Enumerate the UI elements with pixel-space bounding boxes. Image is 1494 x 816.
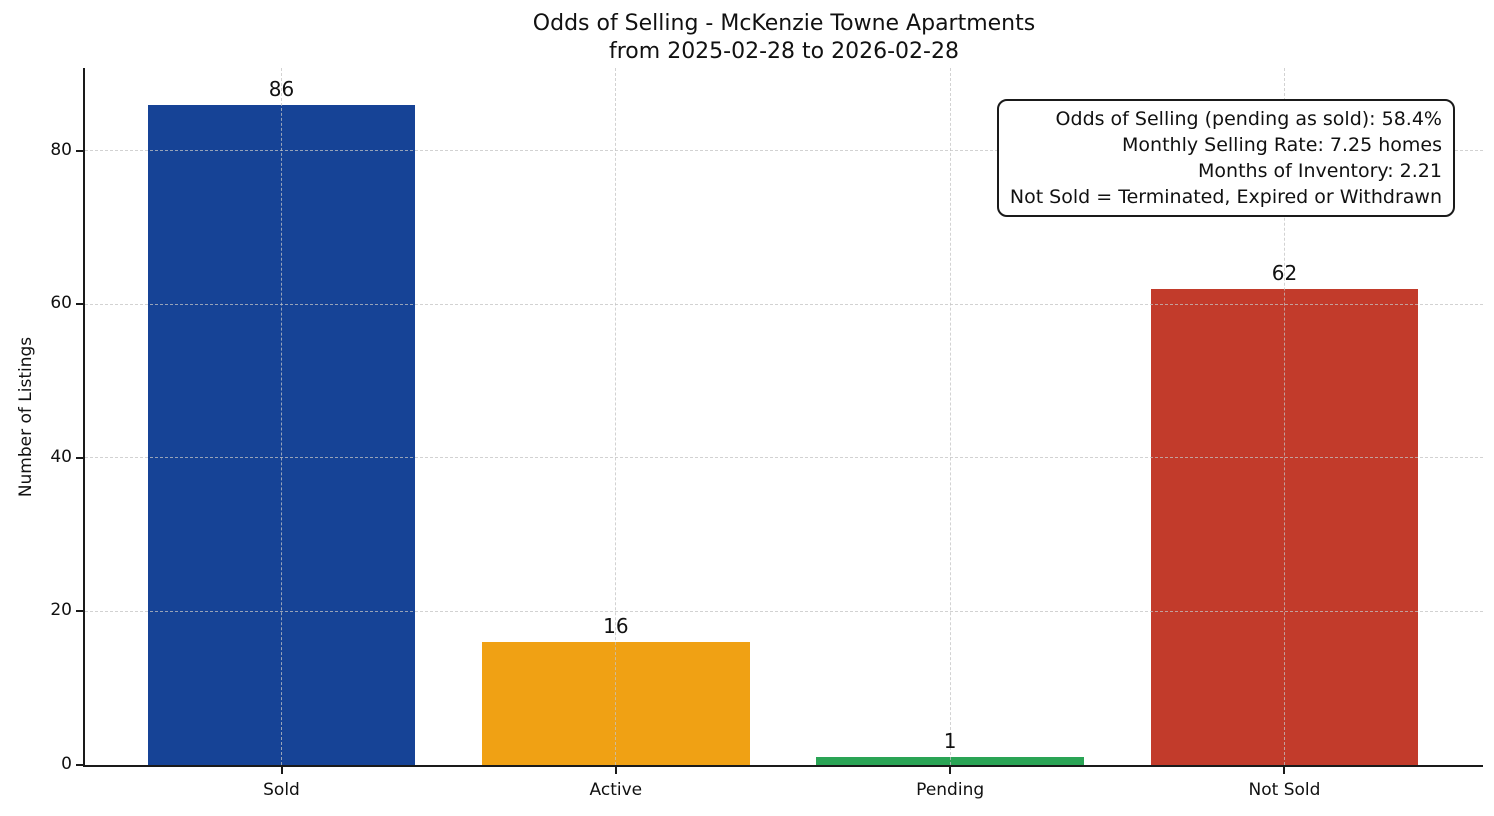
y-tick-mark <box>76 456 83 459</box>
annotation-months-of-inventory: Months of Inventory: 2.21 <box>1198 160 1442 182</box>
bar-value-label: 62 <box>1271 261 1298 286</box>
x-tick-mark <box>949 767 952 774</box>
stats-annotation-box: Odds of Selling (pending as sold): 58.4%… <box>996 99 1455 217</box>
chart-title-line2: from 2025-02-28 to 2026-02-28 <box>609 39 959 64</box>
x-tick-label: Pending <box>916 780 985 800</box>
chart-title-line1: Odds of Selling - McKenzie Towne Apartme… <box>532 11 1036 36</box>
y-axis-spine <box>83 68 85 767</box>
y-tick-mark <box>76 610 83 613</box>
bar-value-label: 16 <box>603 614 629 639</box>
grid-layer <box>85 68 1483 765</box>
x-tick-label: Active <box>589 780 643 800</box>
y-tick-label: 40 <box>50 446 72 467</box>
value-labels-layer: 86 16 1 62 <box>85 68 1483 765</box>
y-tick-label: 80 <box>50 139 72 160</box>
y-tick-label: 60 <box>50 293 72 314</box>
x-axis-spine <box>83 765 1483 767</box>
bar-value-label: 86 <box>268 76 295 101</box>
y-tick-mark <box>76 764 83 766</box>
gridline-horizontal <box>85 150 1483 152</box>
x-tick-mark <box>614 767 617 774</box>
annotation-not-sold-definition: Not Sold = Terminated, Expired or Withdr… <box>1009 186 1442 208</box>
gridline-horizontal <box>85 303 1483 305</box>
x-tick-label: Not Sold <box>1248 780 1321 800</box>
y-tick-label: 0 <box>61 754 72 774</box>
annotation-monthly-selling-rate: Monthly Selling Rate: 7.25 homes <box>1122 134 1442 156</box>
plot-area: 86 16 1 62 <box>85 68 1483 765</box>
gridline-horizontal <box>85 457 1483 459</box>
x-tick-mark <box>1283 767 1286 774</box>
gridline-vertical <box>615 68 617 765</box>
x-tick-mark <box>280 767 283 774</box>
y-axis-label: Number of Listings <box>16 336 36 498</box>
y-tick-mark <box>76 149 83 152</box>
y-tick-label: 20 <box>50 600 72 621</box>
gridline-vertical <box>1283 68 1285 765</box>
gridline-vertical <box>949 68 951 765</box>
y-tick-mark <box>76 303 83 306</box>
bar-value-label: 1 <box>943 729 957 754</box>
gridline-horizontal <box>85 610 1483 612</box>
chart-title: Odds of Selling - McKenzie Towne Apartme… <box>85 10 1483 66</box>
annotation-odds-of-selling: Odds of Selling (pending as sold): 58.4% <box>1055 108 1442 130</box>
gridline-vertical <box>281 68 282 765</box>
x-tick-label: Sold <box>263 780 300 800</box>
